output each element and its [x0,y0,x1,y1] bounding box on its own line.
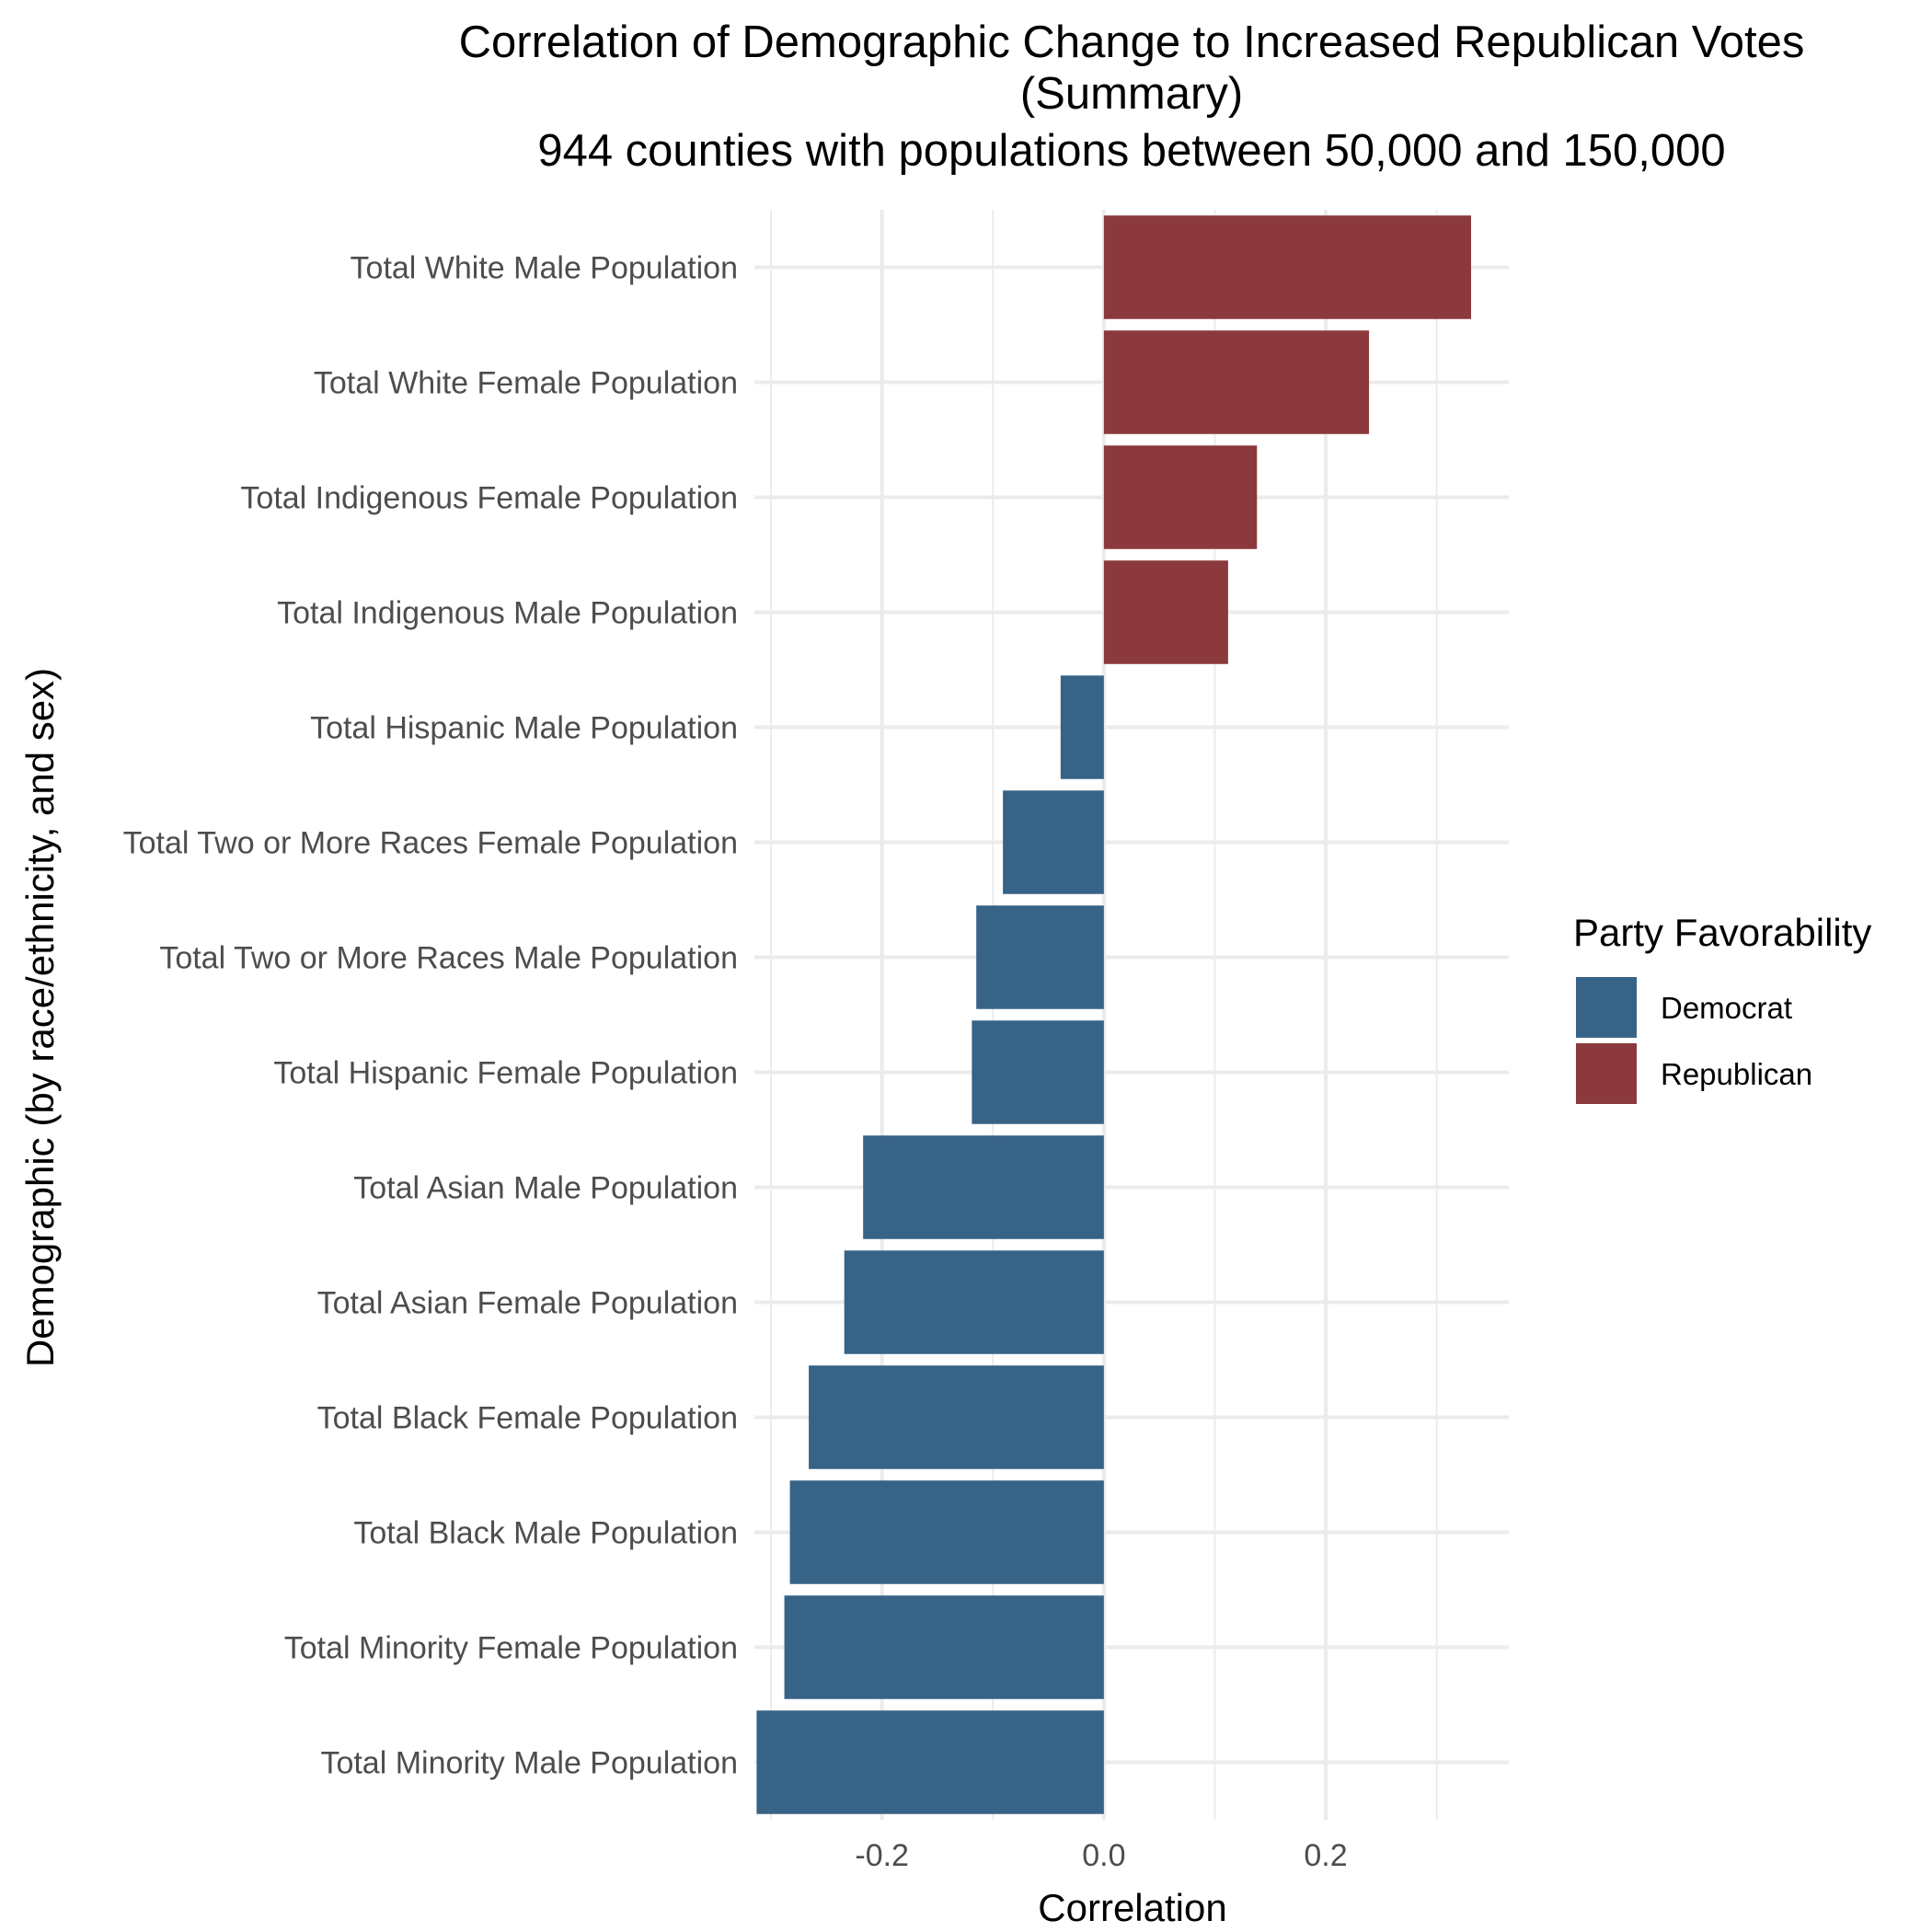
x-tick-labels: -0.2 0.0 0.2 [855,1838,1347,1873]
bar-democrat [784,1595,1104,1699]
legend-key-democrat [1576,977,1637,1038]
legend-label-democrat: Democrat [1661,991,1792,1025]
legend-key-republican [1576,1043,1637,1104]
y-tick-label: Total Indigenous Female Population [240,481,738,516]
y-tick-label: Total Hispanic Male Population [310,711,738,746]
chart-title-line-1: Correlation of Demographic Change to Inc… [459,17,1805,67]
y-tick-label: Total Hispanic Female Population [273,1056,738,1091]
y-tick-label: Total Indigenous Male Population [277,596,738,631]
bar-republican [1103,330,1370,434]
bar-democrat [756,1710,1104,1814]
bars [756,215,1471,1814]
y-tick-label: Total Black Male Population [353,1516,738,1551]
x-axis-title: Correlation [1038,1886,1226,1929]
x-tick-label: 0.0 [1082,1838,1125,1873]
legend: Party Favorability Democrat Republican [1573,911,1871,1104]
y-tick-label: Total Two or More Races Female Populatio… [123,826,738,861]
bar-democrat [976,905,1104,1009]
y-tick-label: Total Minority Female Population [284,1631,738,1666]
legend-title: Party Favorability [1573,911,1871,954]
y-axis-title: Demographic (by race/ethnicity, and sex) [18,668,62,1367]
y-tick-label: Total White Male Population [351,251,738,286]
y-tick-label: Total Minority Male Population [320,1746,738,1781]
chart-subtitle: 944 counties with populations between 50… [537,126,1725,176]
bar-democrat [844,1250,1104,1354]
legend-label-republican: Republican [1661,1057,1812,1091]
bar-democrat [809,1365,1104,1469]
y-tick-label: Total Asian Female Population [317,1286,738,1321]
y-tick-label: Total Black Female Population [317,1401,738,1436]
bar-democrat [863,1135,1104,1239]
chart-title: Correlation of Demographic Change to Inc… [459,17,1805,176]
chart-title-line-2: (Summary) [1020,69,1243,119]
bar-republican [1103,215,1471,319]
bar-democrat [972,1020,1104,1124]
y-tick-label: Total White Female Population [314,366,738,401]
x-tick-label: 0.2 [1304,1838,1347,1873]
bar-republican [1103,560,1228,664]
bar-republican [1103,445,1258,549]
bar-democrat [1060,675,1104,779]
y-tick-label: Total Two or More Races Male Population [159,941,738,976]
bar-democrat [789,1480,1104,1584]
x-tick-label: -0.2 [855,1838,909,1873]
bar-democrat [1003,790,1104,894]
y-tick-labels: Total White Male Population Total White F… [123,251,738,1781]
y-tick-label: Total Asian Male Population [353,1171,738,1206]
